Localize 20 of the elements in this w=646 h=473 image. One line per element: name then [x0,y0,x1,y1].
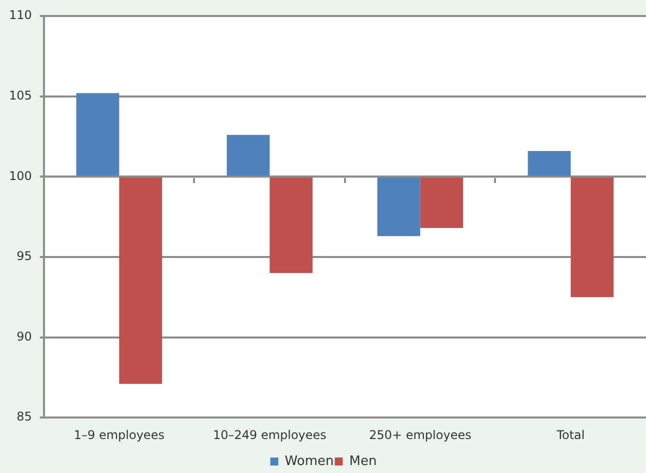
bar [377,176,420,236]
bar [119,176,162,384]
x-tick-label: 250+ employees [369,428,472,442]
x-tick-label: 1–9 employees [74,428,164,442]
bar [570,176,614,298]
x-tick-label: 10–249 employees [212,428,326,442]
bar [420,176,464,228]
y-tick-label: 95 [16,249,32,264]
y-tick-label: 85 [16,410,32,424]
legend-label: Women [284,454,334,469]
y-tick-label: 110 [9,8,32,22]
bar [226,134,270,177]
y-tick-label: 100 [9,168,32,183]
y-tick-label: 105 [9,88,32,102]
bar [76,93,120,177]
bar [528,150,571,177]
y-tick-label: 90 [16,329,32,344]
x-tick-label: Total [556,428,585,442]
legend-label: Men [349,454,377,469]
bar [270,176,313,274]
